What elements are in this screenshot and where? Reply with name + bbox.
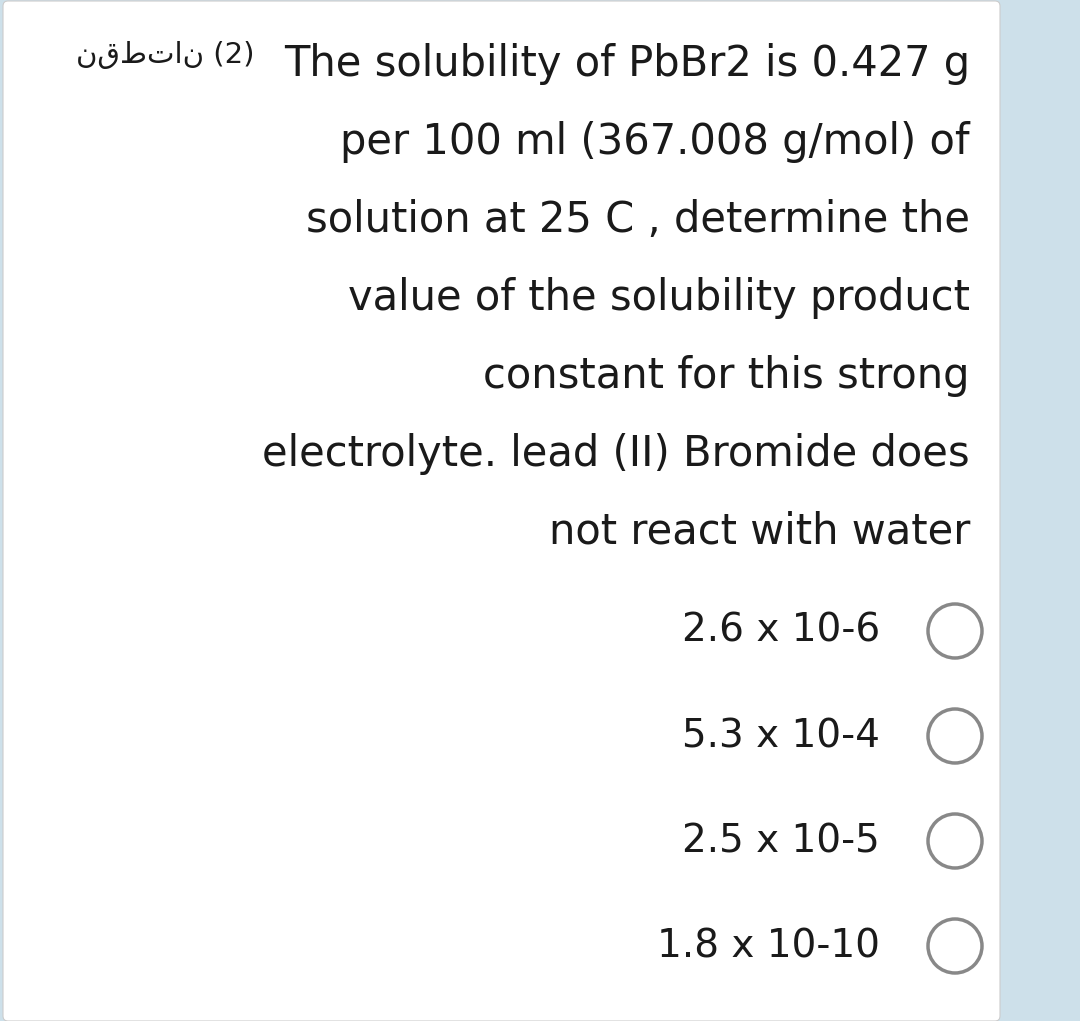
Text: نقطتان (2): نقطتان (2)	[77, 41, 255, 69]
Text: solution at 25 C , determine the: solution at 25 C , determine the	[306, 199, 970, 241]
Text: The solubility of PbBr2 is 0.427 g: The solubility of PbBr2 is 0.427 g	[284, 43, 970, 85]
Text: electrolyte. lead (II) Bromide does: electrolyte. lead (II) Bromide does	[262, 433, 970, 475]
Text: 1.8 x 10-10: 1.8 x 10-10	[657, 927, 880, 965]
Text: constant for this strong: constant for this strong	[484, 355, 970, 397]
Text: per 100 ml (367.008 g/mol) of: per 100 ml (367.008 g/mol) of	[340, 121, 970, 163]
Text: 5.3 x 10-4: 5.3 x 10-4	[683, 717, 880, 755]
Text: value of the solubility product: value of the solubility product	[348, 277, 970, 319]
FancyBboxPatch shape	[3, 1, 1000, 1021]
Text: 2.5 x 10-5: 2.5 x 10-5	[683, 822, 880, 860]
Text: 2.6 x 10-6: 2.6 x 10-6	[681, 612, 880, 650]
Text: not react with water: not react with water	[549, 510, 970, 553]
